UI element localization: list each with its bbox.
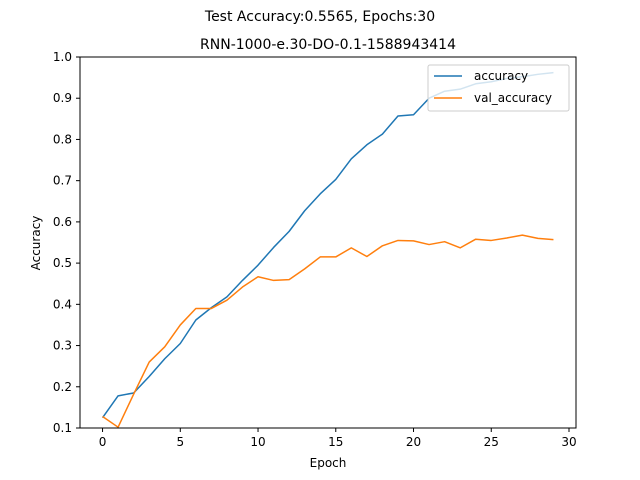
- y-axis-label: Accuracy: [29, 216, 43, 271]
- legend: accuracy val_accuracy: [427, 64, 570, 112]
- ticks-layer: 0 5 10 15 20 25 30 0.1 0.2 0.3 0.4 0.5 0.6 0.7 0.8 0.9 1…: [53, 50, 577, 449]
- series-line-accuracy: [101, 71, 554, 419]
- y-tick-label: 0.3: [53, 339, 72, 353]
- axes-layer: [79, 56, 577, 429]
- y-tick-label: 0.6: [53, 215, 72, 229]
- legend-frame: [427, 64, 570, 112]
- x-tick-label: 10: [250, 435, 265, 449]
- y-tick-label: 0.7: [53, 174, 72, 188]
- x-tick-label: 30: [561, 435, 576, 449]
- chart-title: RNN-1000-e.30-DO-0.1-1588943414: [200, 37, 456, 53]
- series-layer: [101, 71, 554, 428]
- y-tick-label: 0.5: [53, 256, 72, 270]
- series-line-val-accuracy: [102, 234, 554, 428]
- chart-suptitle: Test Accuracy:0.5565, Epochs:30: [204, 9, 435, 25]
- x-tick-label: 0: [99, 435, 107, 449]
- y-tick-label: 0.1: [53, 421, 72, 435]
- x-tick-label: 20: [406, 435, 421, 449]
- x-tick-label: 15: [328, 435, 343, 449]
- axes-frame: [79, 56, 577, 429]
- y-tick-label: 0.4: [53, 297, 72, 311]
- legend-label-val-accuracy: val_accuracy: [474, 91, 552, 105]
- x-tick-label: 5: [176, 435, 184, 449]
- y-tick-label: 1.0: [53, 50, 72, 64]
- y-tick-label: 0.2: [53, 380, 72, 394]
- y-tick-label: 0.9: [53, 91, 72, 105]
- y-tick-label: 0.8: [53, 132, 72, 146]
- x-tick-label: 25: [484, 435, 499, 449]
- legend-label-accuracy: accuracy: [474, 69, 528, 83]
- x-axis-label: Epoch: [310, 456, 347, 470]
